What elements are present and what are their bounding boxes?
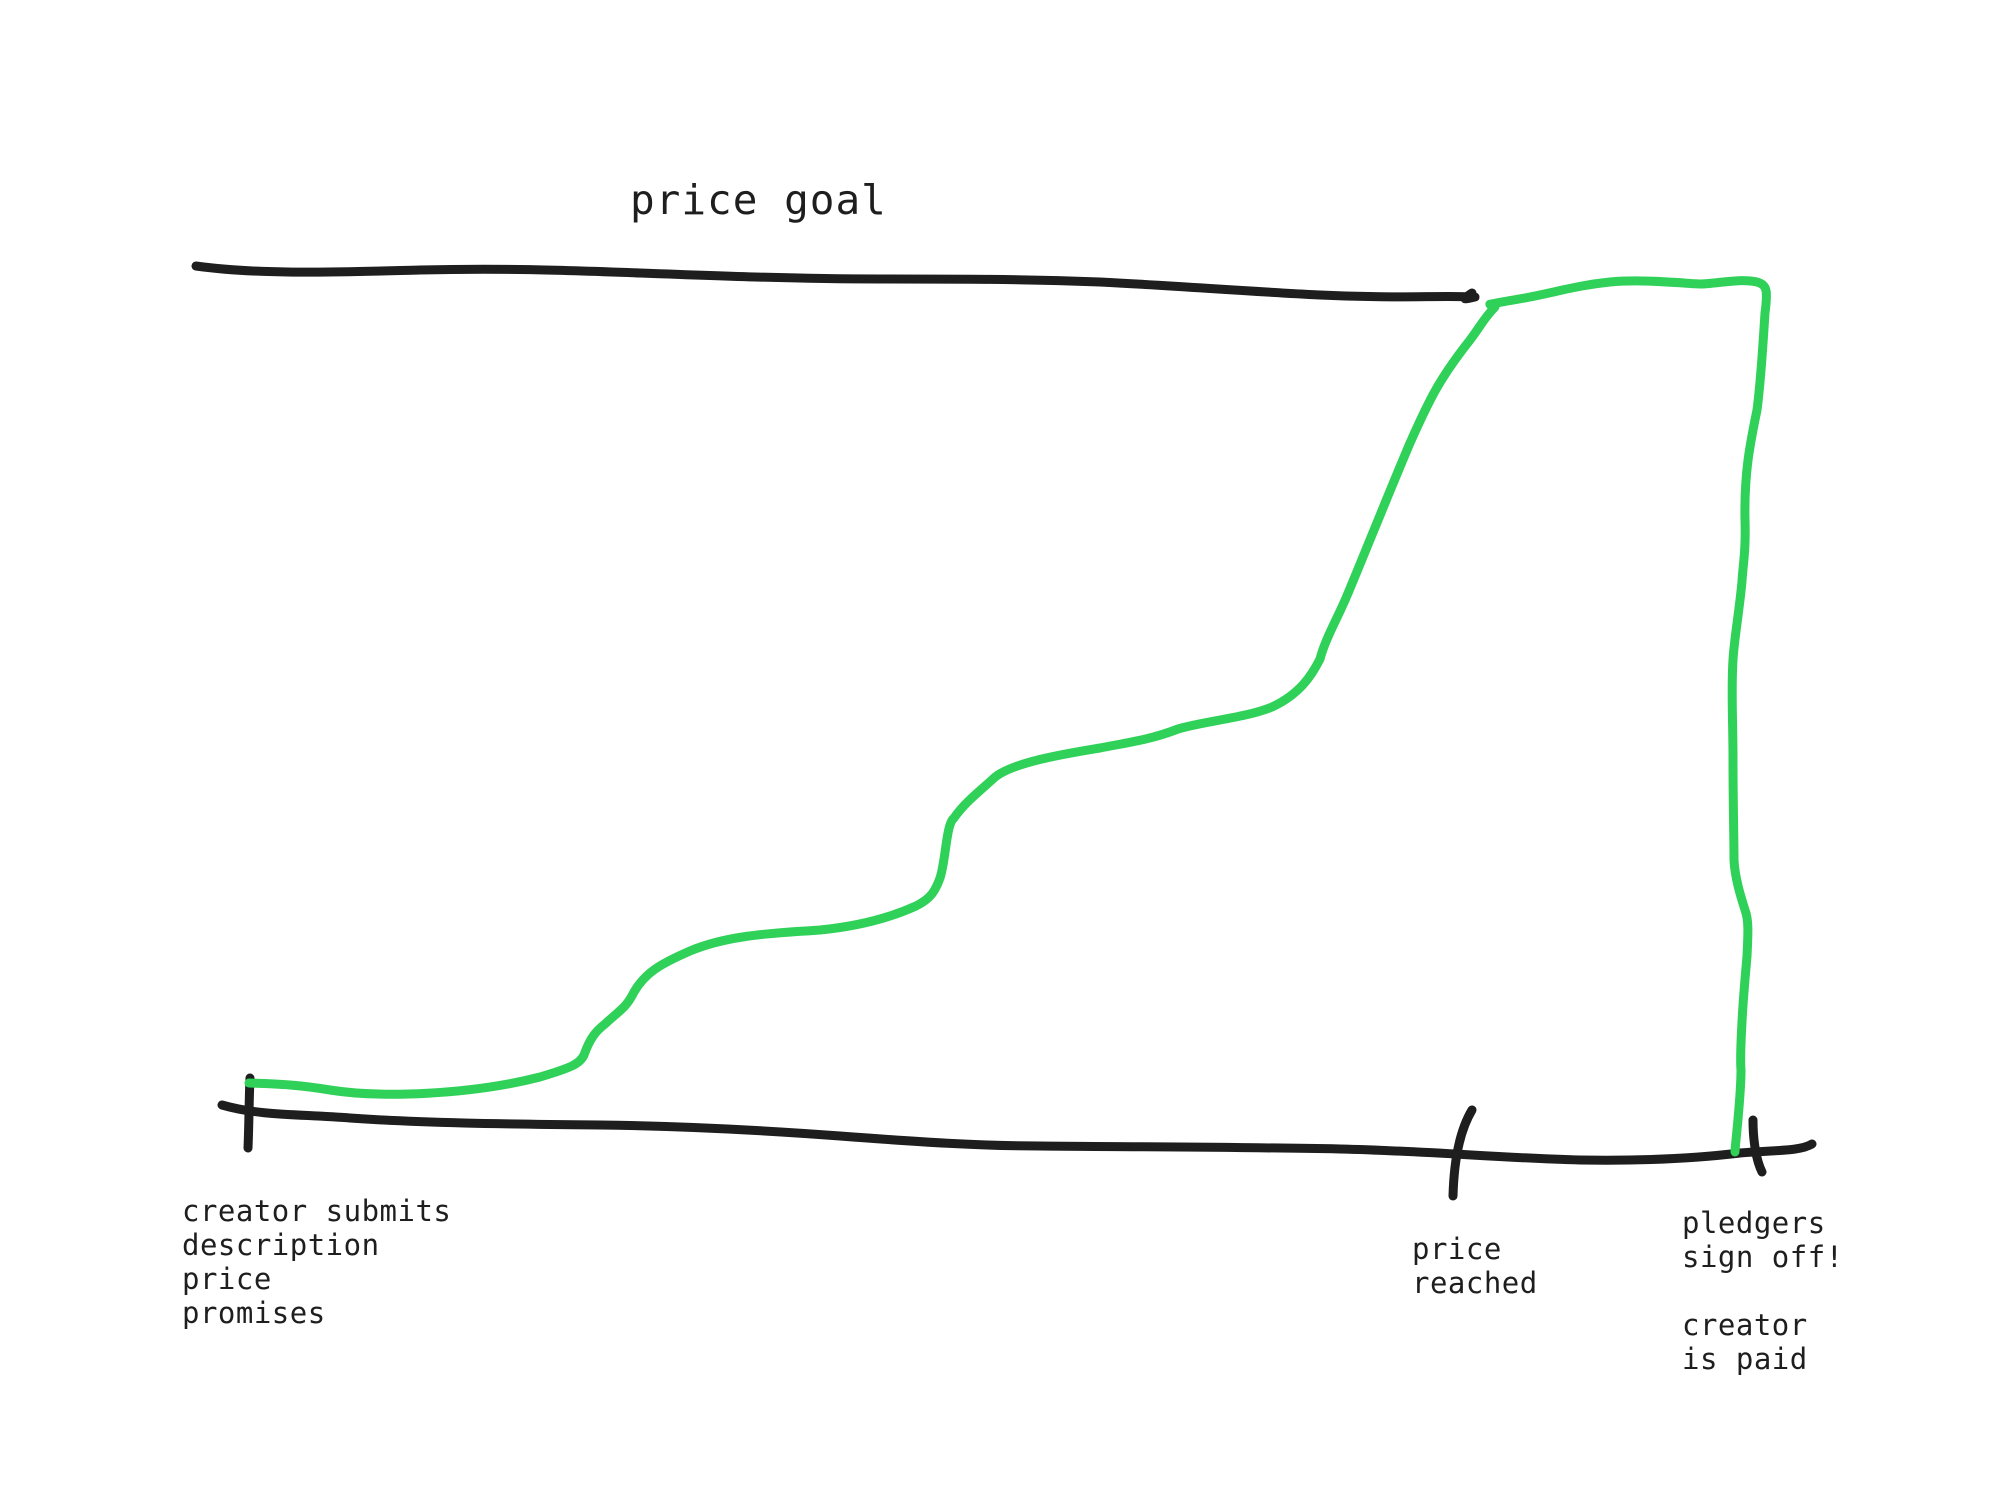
tick-price-reached	[1448, 1105, 1477, 1201]
milestone-reached-line: price	[1412, 1232, 1502, 1266]
funding-progress-curve	[244, 276, 1771, 1157]
milestone-signoff-line: pledgers	[1682, 1206, 1826, 1240]
price-goal-line	[191, 261, 1480, 304]
milestone-signoff-line: sign off!	[1682, 1240, 1844, 1274]
milestone-start-line: promises	[182, 1296, 326, 1330]
milestone-start-label: creator submits description price promis…	[182, 1194, 451, 1330]
milestone-start-line: price	[182, 1262, 272, 1296]
milestone-start-line: creator submits	[182, 1194, 452, 1228]
milestone-signoff-line: creator	[1682, 1308, 1808, 1342]
milestone-reached-line: reached	[1412, 1266, 1538, 1300]
milestone-signoff-line: is paid	[1682, 1342, 1808, 1376]
milestone-signoff-spacer	[1682, 1274, 1844, 1308]
milestone-price-reached-label: price reached	[1412, 1232, 1538, 1300]
tick-start	[243, 1073, 255, 1153]
tick-sign-off	[1748, 1115, 1767, 1177]
time-axis-line	[217, 1100, 1817, 1165]
price-goal-label: price goal	[630, 176, 887, 224]
milestone-start-line: description	[182, 1228, 380, 1262]
milestone-sign-off-label: pledgers sign off! creator is paid	[1682, 1206, 1844, 1376]
